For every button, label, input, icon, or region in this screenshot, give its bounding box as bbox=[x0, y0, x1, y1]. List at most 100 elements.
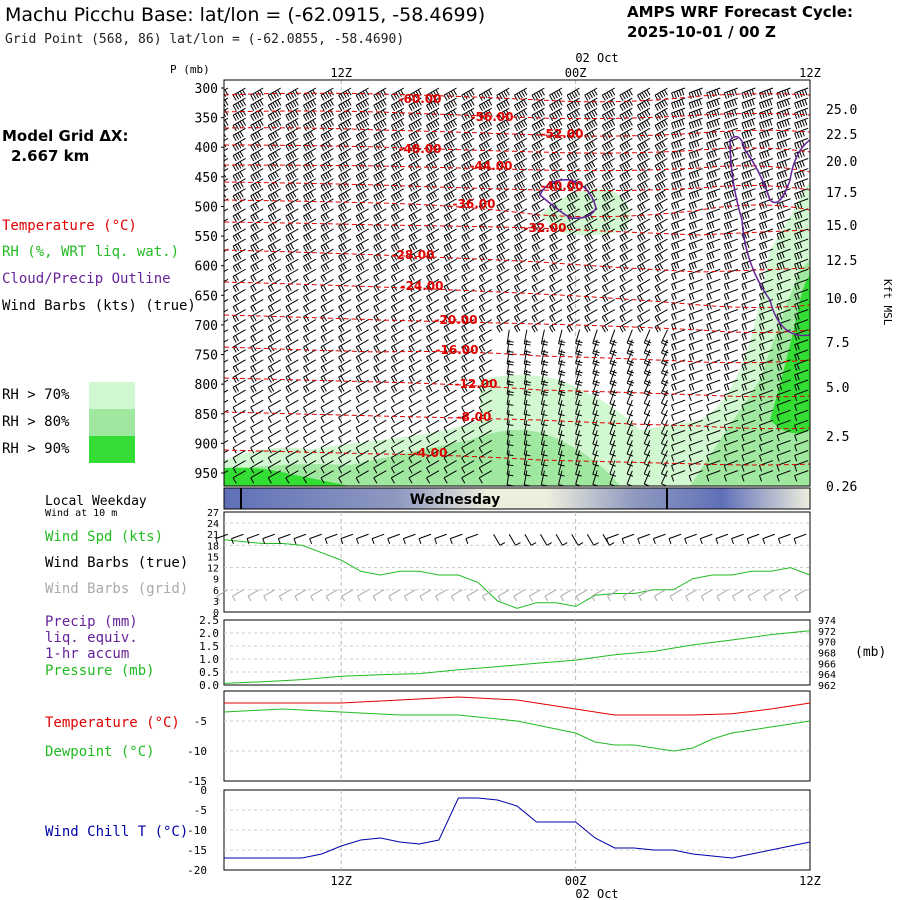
upper-wind-barb-flag bbox=[468, 161, 473, 168]
upper-wind-barb-flag bbox=[558, 353, 565, 356]
upper-wind-barb-flag bbox=[322, 184, 327, 191]
upper-wind-barb-flag bbox=[232, 94, 237, 101]
upper-wind-barb-flag bbox=[320, 215, 325, 222]
upper-wind-barb bbox=[794, 288, 809, 301]
upper-wind-barb-flag bbox=[708, 252, 712, 260]
upper-wind-barb bbox=[566, 198, 580, 212]
upper-wind-barb bbox=[285, 147, 299, 162]
upper-wind-barb bbox=[373, 288, 387, 303]
upper-wind-barb-flag bbox=[461, 245, 466, 252]
upper-wind-barb-flag bbox=[708, 232, 712, 240]
upper-wind-barb-flag bbox=[541, 370, 549, 374]
upper-wind-barb-flag bbox=[340, 103, 345, 110]
upper-wind-barb bbox=[443, 359, 457, 373]
upper-wind-barb bbox=[741, 178, 756, 190]
upper-wind-barb-flag bbox=[746, 181, 750, 188]
upper-wind-barb-flag bbox=[801, 89, 805, 97]
upper-wind-barb-flag bbox=[639, 244, 644, 251]
upper-wind-barb-flag bbox=[325, 112, 330, 119]
upper-wind-barb-flag bbox=[443, 135, 448, 142]
upper-wind-barb-flag bbox=[267, 94, 272, 101]
upper-wind-barb-flag bbox=[559, 370, 566, 374]
upper-wind-barb-staff bbox=[688, 359, 703, 366]
upper-wind-barb-flag bbox=[417, 89, 422, 96]
upper-wind-barb-flag bbox=[661, 161, 666, 168]
upper-wind-barb bbox=[302, 349, 317, 363]
upper-wind-barb bbox=[758, 218, 774, 230]
upper-wind-barb-flag bbox=[390, 235, 395, 242]
upper-wind-barb bbox=[723, 339, 738, 351]
upper-wind-barb-flag bbox=[327, 171, 332, 178]
upper-wind-barb-flag bbox=[784, 160, 788, 167]
upper-wind-barb-staff bbox=[514, 178, 528, 187]
upper-wind-barb-flag bbox=[586, 294, 591, 301]
upper-wind-barb-flag bbox=[779, 323, 783, 330]
upper-wind-barb-flag bbox=[305, 355, 310, 362]
upper-wind-barb-flag bbox=[443, 215, 448, 222]
upper-wind-barb-flag bbox=[758, 223, 763, 230]
upper-wind-barb-flag bbox=[604, 103, 609, 110]
upper-wind-barb bbox=[408, 228, 422, 242]
upper-wind-barb-flag bbox=[393, 335, 398, 342]
upper-wind-barb-staff bbox=[514, 309, 528, 318]
upper-wind-barb-flag bbox=[673, 142, 677, 149]
upper-wind-barb bbox=[285, 258, 299, 273]
upper-wind-barb-flag bbox=[322, 264, 327, 271]
upper-wind-barb-flag bbox=[461, 175, 466, 182]
upper-wind-barb-flag bbox=[272, 263, 277, 270]
upper-wind-barb-flag bbox=[726, 293, 730, 300]
upper-wind-barb-flag bbox=[761, 101, 765, 109]
upper-wind-barb-flag bbox=[463, 244, 468, 251]
upper-wind-barb-flag bbox=[673, 162, 677, 169]
upper-wind-barb-flag bbox=[254, 223, 259, 230]
upper-wind-barb-flag bbox=[758, 153, 763, 160]
upper-wind-barb-flag bbox=[373, 155, 378, 162]
upper-wind-barb-flag bbox=[741, 92, 745, 100]
upper-wind-barb bbox=[496, 299, 510, 313]
upper-wind-barb-flag bbox=[302, 235, 308, 242]
upper-wind-barb bbox=[741, 97, 756, 110]
upper-wind-barb-flag bbox=[496, 145, 501, 152]
upper-wind-barb bbox=[461, 339, 475, 353]
upper-wind-barb-staff bbox=[268, 178, 281, 187]
upper-wind-barb-staff bbox=[602, 278, 616, 287]
upper-wind-barb-flag bbox=[380, 151, 385, 158]
upper-wind-barb-flag bbox=[639, 133, 644, 140]
upper-wind-barb-flag bbox=[470, 109, 475, 116]
upper-wind-barb-flag bbox=[604, 294, 609, 301]
upper-wind-barb-flag bbox=[400, 119, 405, 126]
upper-wind-barb-staff bbox=[759, 278, 774, 285]
upper-wind-barb-flag bbox=[516, 244, 521, 251]
upper-wind-barb-staff bbox=[224, 288, 229, 293]
upper-wind-barb-flag bbox=[794, 274, 798, 281]
upper-wind-barb-flag bbox=[516, 113, 521, 120]
upper-wind-barb bbox=[232, 218, 246, 232]
upper-wind-barb-flag bbox=[604, 174, 609, 181]
upper-wind-barb-flag bbox=[232, 105, 237, 111]
upper-wind-barb bbox=[654, 158, 668, 172]
upper-wind-barb-flag bbox=[723, 122, 727, 130]
upper-wind-barb-flag bbox=[397, 191, 402, 198]
upper-wind-barb-staff bbox=[426, 158, 440, 167]
upper-wind-barb bbox=[637, 309, 651, 323]
upper-wind-barb-flag bbox=[601, 175, 606, 182]
upper-wind-barb-flag bbox=[726, 242, 730, 250]
upper-wind-barb bbox=[723, 359, 738, 371]
upper-wind-barb-flag bbox=[373, 165, 378, 172]
upper-wind-barb-flag bbox=[270, 325, 275, 332]
upper-wind-barb-flag bbox=[637, 306, 642, 313]
upper-wind-barb bbox=[601, 117, 616, 132]
upper-wind-barb-flag bbox=[285, 225, 290, 232]
upper-wind-barb bbox=[461, 248, 475, 263]
upper-wind-barb-flag bbox=[428, 284, 433, 291]
upper-wind-barb-flag bbox=[656, 315, 661, 322]
upper-wind-barb-flag bbox=[358, 154, 363, 160]
upper-wind-barb-flag bbox=[310, 151, 315, 158]
upper-wind-barb-flag bbox=[430, 102, 435, 109]
upper-wind-barb-flag bbox=[232, 215, 237, 222]
upper-wind-barb bbox=[496, 278, 510, 293]
upper-wind-barb-staff bbox=[224, 168, 229, 172]
upper-wind-barb-flag bbox=[776, 233, 780, 240]
upper-wind-barb bbox=[776, 288, 791, 301]
upper-wind-barb bbox=[531, 319, 545, 333]
